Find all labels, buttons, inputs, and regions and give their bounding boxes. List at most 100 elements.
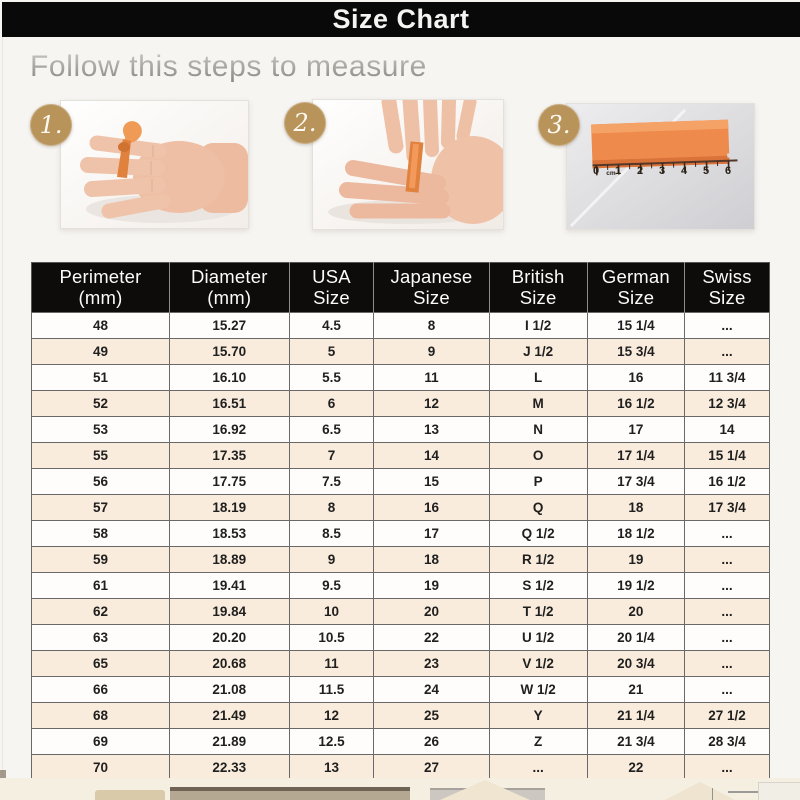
table-cell: Y [488,702,588,729]
table-cell: 17 1/4 [586,442,686,469]
table-cell: 13 [288,754,375,781]
table-cell: 49 [31,338,170,365]
preview-shape [758,782,800,800]
table-cell: J 1/2 [488,338,588,365]
table-cell: ... [684,598,770,625]
table-cell: 19.84 [169,598,290,625]
table-cell: 9 [373,338,490,365]
table-cell: 12 3/4 [684,390,770,417]
ruler-mark-label: 6 [724,165,732,177]
table-cell: 17 [373,520,490,547]
table-cell: 62 [31,598,170,625]
table-cell: V 1/2 [488,650,588,677]
table-cell: 17 3/4 [684,494,770,521]
table-cell: 12 [288,702,375,729]
table-cell: 14 [684,416,770,443]
table-cell: 15 1/4 [684,442,770,469]
table-cell: 20 [586,598,686,625]
step-number: 2. [293,109,317,137]
column-header: USA Size [288,262,374,313]
table-cell: 55 [31,442,170,469]
table-cell: 18.19 [169,494,290,521]
table-cell: 69 [31,728,170,755]
column-header: German Size [586,262,685,313]
ruler-mark-label: 5 [702,165,710,177]
step-1-photo [60,100,249,229]
instructions-heading: Follow this steps to measure [30,50,427,83]
table-cell: 15 1/4 [586,312,686,339]
ruler-mark-label: 0 [592,165,600,177]
table-cell: S 1/2 [488,572,588,599]
ruler-mark-label: 3 [658,165,666,177]
table-cell: 20.68 [169,650,290,677]
table-cell: 4.5 [288,312,375,339]
table-cell: ... [684,572,770,599]
ruler-unit-label: cm [606,170,616,177]
table-cell: T 1/2 [488,598,588,625]
table-cell: 11 3/4 [684,364,770,391]
table-row: 61 19.41 9.5 19 S 1/2 19 1/2... [31,572,770,599]
table-cell: 16.51 [169,390,290,417]
table-cell: ... [488,754,588,781]
table-cell: 11 [288,650,375,677]
table-cell: 15.70 [169,338,290,365]
table-cell: U 1/2 [488,624,588,651]
column-header: Diameter (mm) [169,262,290,313]
table-cell: 21 [586,676,686,703]
table-cell: O [488,442,588,469]
table-cell: 26 [373,728,490,755]
table-row: 59 18.89 9 18 R 1/2 19... [31,546,770,573]
table-row: 48 15.27 4.5 8 I 1/2 15 1/4... [31,312,770,339]
table-cell: N [488,416,588,443]
table-cell: 16.10 [169,364,290,391]
table-row: 58 18.53 8.5 17 Q 1/2 18 1/2... [31,520,770,547]
table-cell: 18.89 [169,546,290,573]
step-number-badge: 3. [538,104,580,146]
table-row: 70 22.33 13 27... 22... [31,754,770,781]
table-cell: 16 1/2 [586,390,686,417]
wrapping-finger-illustration [313,100,503,229]
table-cell: 15 3/4 [586,338,686,365]
table-cell: 16 [373,494,490,521]
table-cell: 53 [31,416,170,443]
ruler-ticks [595,160,730,176]
table-cell: 17.35 [169,442,290,469]
table-cell: 22.33 [169,754,290,781]
table-cell: 28 3/4 [684,728,770,755]
hand-with-ribbon-illustration [61,101,248,228]
table-cell: 18.53 [169,520,290,547]
table-cell: 18 [373,546,490,573]
table-cell: 8 [373,312,490,339]
table-cell: ... [684,338,770,365]
table-cell: 22 [373,624,490,651]
table-cell: 51 [31,364,170,391]
table-cell: 7.5 [288,468,375,495]
table-cell: L [488,364,588,391]
table-row: 69 21.89 12.5 26 Z 21 3/4 28 3/4 [31,728,770,755]
table-cell: 16.92 [169,416,290,443]
table-cell: 21.49 [169,702,290,729]
table-cell: 8.5 [288,520,375,547]
table-row: 53 16.92 6.5 13 N 17 14 [31,416,770,443]
size-table: Perimeter (mm) Diameter (mm) USA Size Japanese… [31,262,770,781]
table-cell: P [488,468,588,495]
table-row: 49 15.70 5 9 J 1/2 15 3/4... [31,338,770,365]
table-row: 56 17.75 7.5 15 P 17 3/4 16 1/2 [31,468,770,495]
table-cell: 57 [31,494,170,521]
table-cell: 21.08 [169,676,290,703]
step-2-photo [312,99,504,230]
table-cell: 59 [31,546,170,573]
table-cell: 11.5 [288,676,375,703]
table-row: 63 20.20 10.5 22 U 1/2 20 1/4... [31,624,770,651]
step-3-photo: 0 1 2 3 4 5 6 cm [566,103,755,230]
table-row: 62 19.84 10 20 T 1/2 20... [31,598,770,625]
table-cell: 9.5 [288,572,375,599]
table-cell: 70 [31,754,170,781]
table-cell: 16 [586,364,686,391]
table-cell: 10 [288,598,375,625]
table-cell: 21 3/4 [586,728,686,755]
table-cell: 13 [373,416,490,443]
table-row: 65 20.68 11 23 V 1/2 20 3/4... [31,650,770,677]
column-header: Japanese Size [373,262,490,313]
